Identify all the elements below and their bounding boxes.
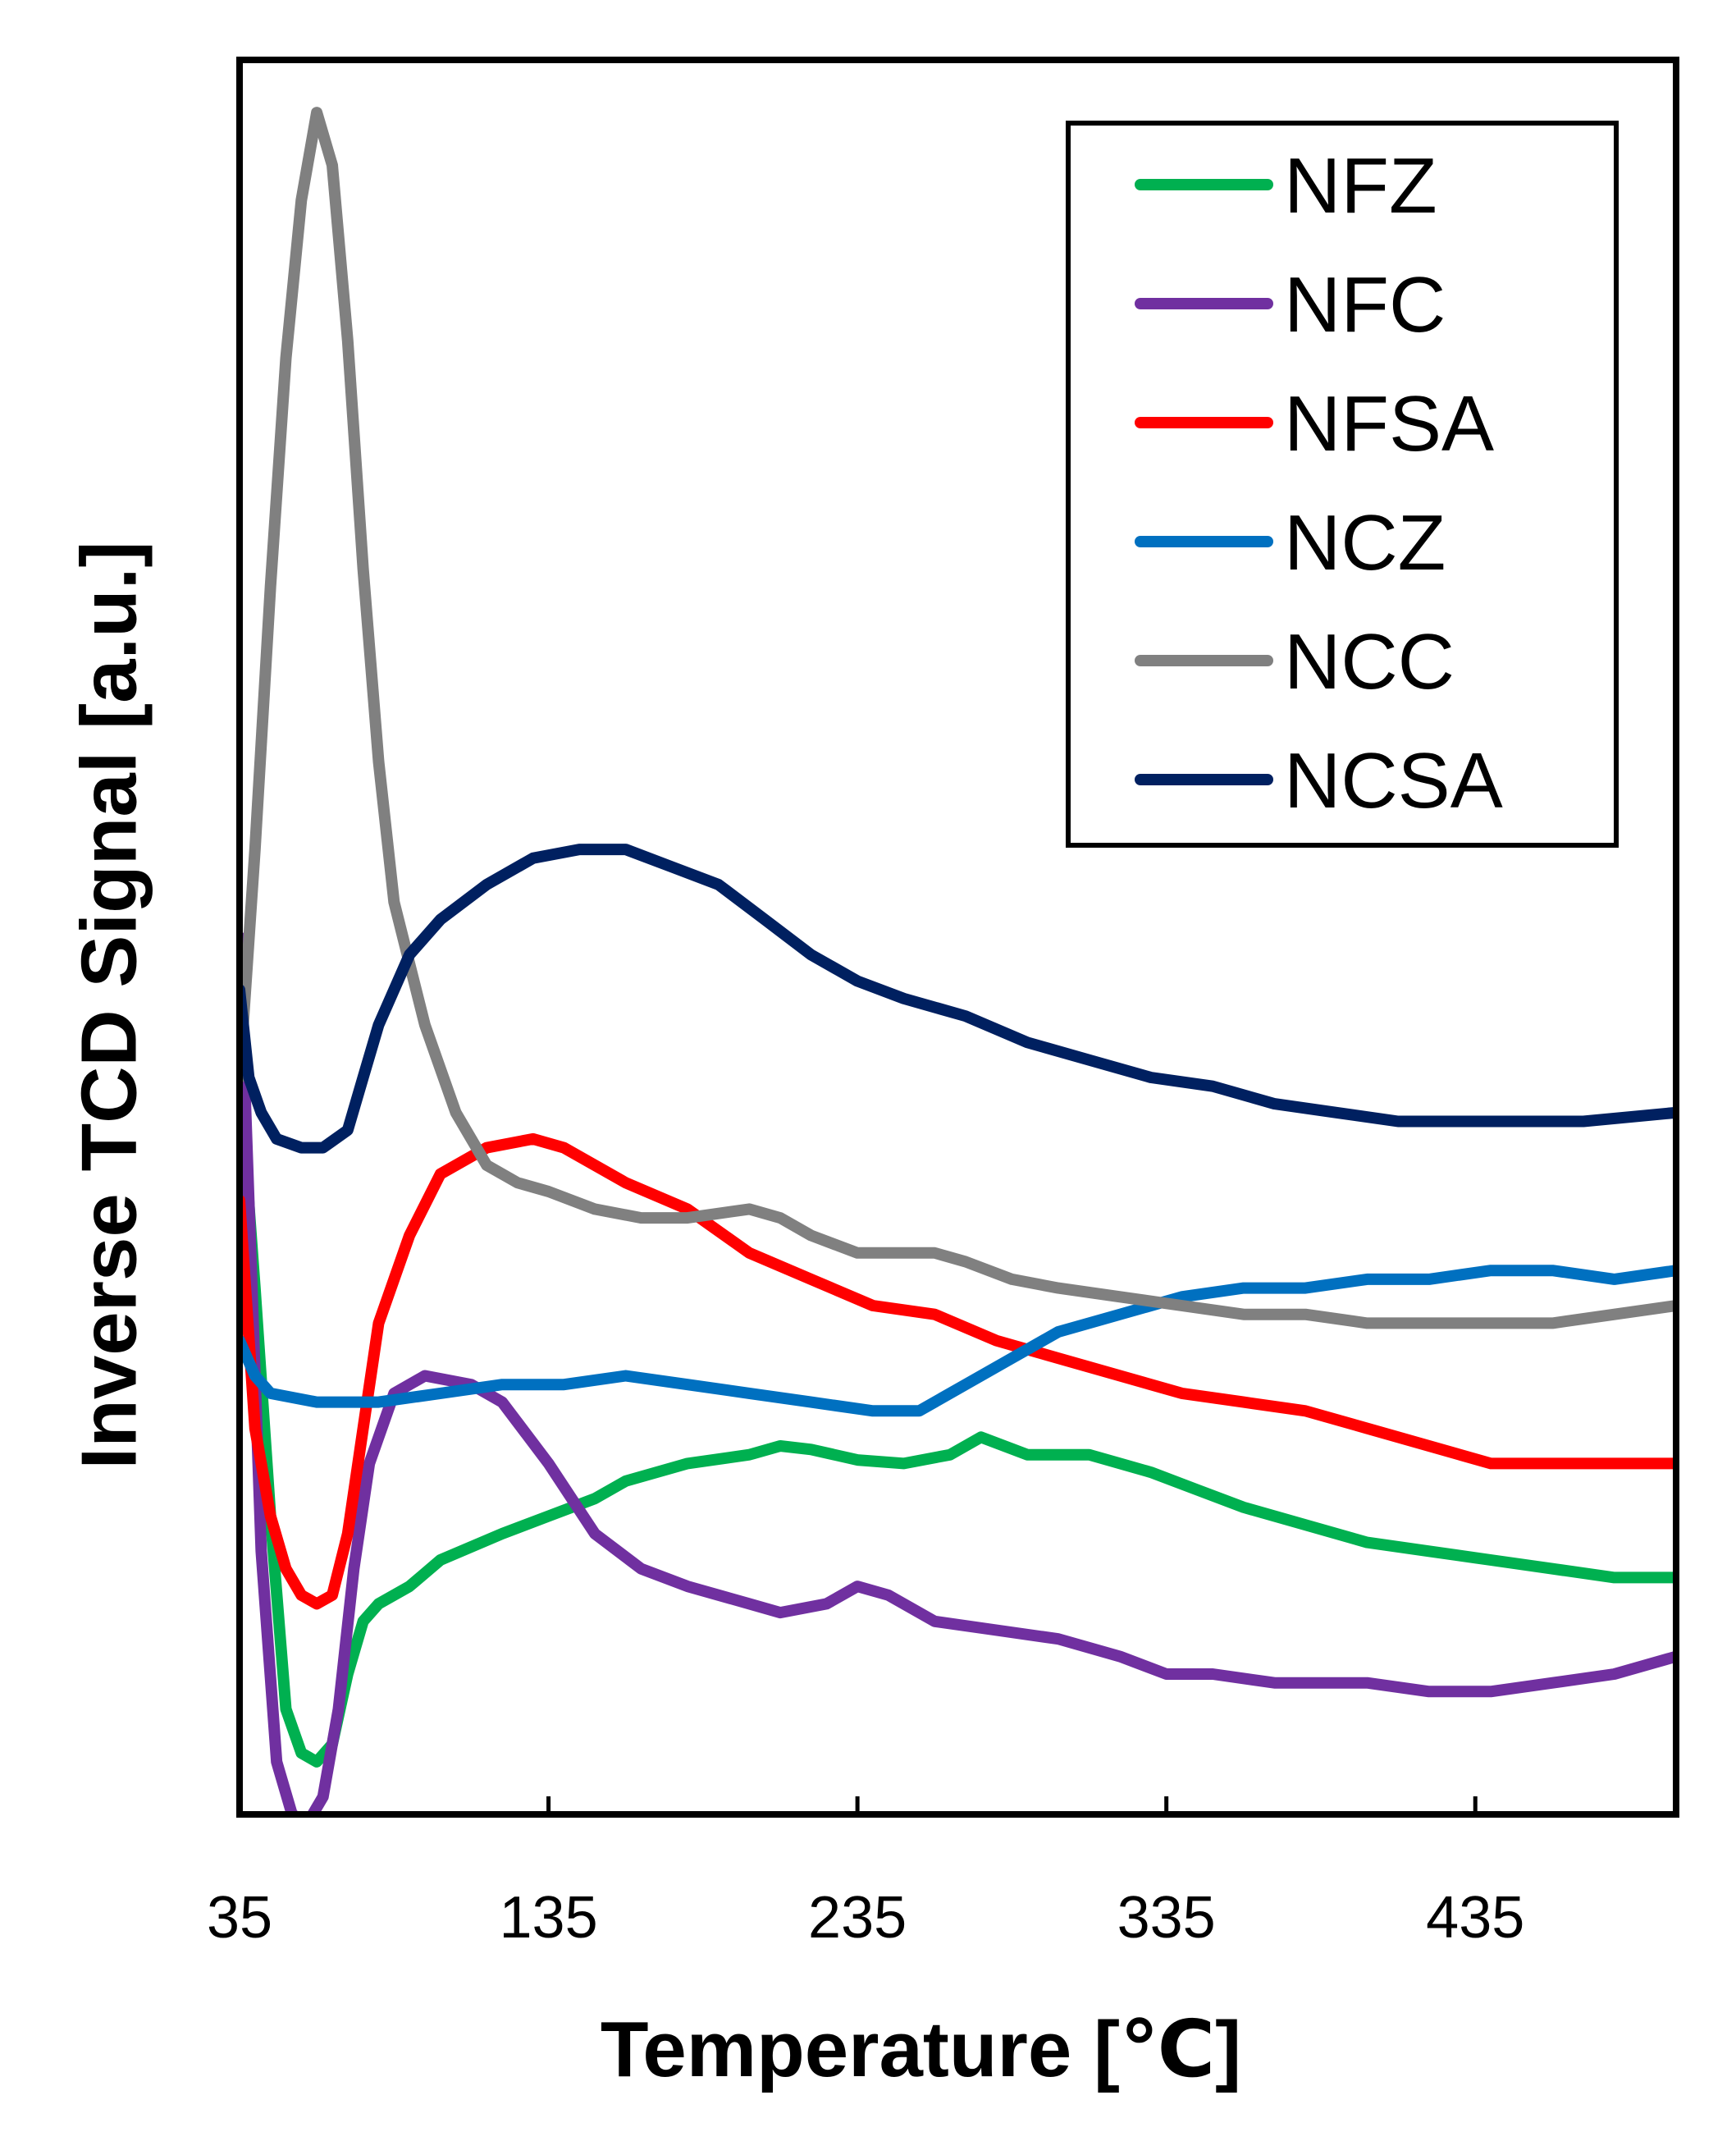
- legend-label: NCZ: [1284, 499, 1446, 587]
- x-tick-label: 35: [207, 1885, 272, 1951]
- legend-item-ncsa: NCSA: [1135, 737, 1503, 825]
- legend-item-nfc: NFC: [1135, 261, 1446, 349]
- plot-frame: [236, 57, 1679, 1818]
- legend: NFZ NFC NFSA NCZ NCC NCSA: [1066, 121, 1619, 848]
- series-line-ncc: [240, 107, 1676, 1329]
- legend-item-nfsa: NFSA: [1135, 380, 1494, 468]
- legend-label: NFSA: [1284, 380, 1494, 468]
- legend-items: NFZ NFC NFSA NCZ NCC NCSA: [1135, 142, 1503, 825]
- series-line-nfsa: [240, 1132, 1676, 1610]
- legend-label: NCSA: [1284, 737, 1503, 825]
- legend-box: [1066, 121, 1619, 848]
- x-tick-label: 235: [808, 1885, 907, 1951]
- x-axis-title: Temperature [℃]: [601, 2006, 1241, 2093]
- legend-label: NCC: [1284, 618, 1455, 706]
- series-layer: [240, 107, 1676, 1814]
- series-line-ncz: [240, 1265, 1676, 1417]
- x-tick-label: 435: [1426, 1885, 1524, 1951]
- legend-item-ncc: NCC: [1135, 618, 1455, 706]
- x-tick-label: 335: [1117, 1885, 1216, 1951]
- series-line-ncsa: [240, 844, 1676, 1154]
- x-tick-label: 135: [499, 1885, 597, 1951]
- legend-label: NFZ: [1284, 142, 1437, 230]
- y-axis-title: Inverse TCD Signal [a.u.]: [65, 542, 153, 1470]
- legend-label: NFC: [1284, 261, 1446, 349]
- legend-item-nfz: NFZ: [1135, 142, 1437, 230]
- x-axis-ticks: 35 135 235 335 435: [207, 1796, 1524, 1951]
- series-line-nfc: [240, 931, 1676, 1814]
- legend-item-ncz: NCZ: [1135, 499, 1446, 587]
